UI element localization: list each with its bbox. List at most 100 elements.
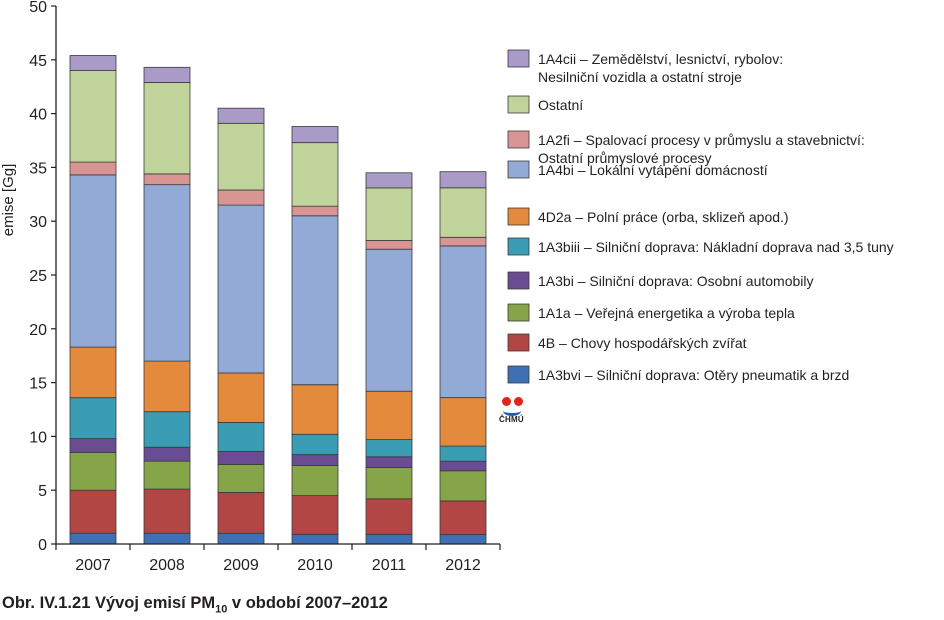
bar-segment-2010-s4 (291, 433, 339, 456)
bar-segment-2011-s7 (365, 240, 413, 250)
bar-segment-2011-s5 (365, 390, 413, 441)
y-tick-label-0: 0 (38, 537, 47, 554)
legend-label-1-0: Ostatní (538, 97, 583, 113)
bar-segment-2009-s4 (217, 421, 265, 452)
plot-area (69, 55, 487, 545)
bar-segment-2011-s1 (365, 498, 413, 535)
bar-segment-2012-s1 (439, 500, 487, 535)
bar-segment-2012-s2 (439, 470, 487, 502)
x-tick-label-2012: 2012 (445, 557, 481, 574)
bar-segment-2010-s7 (291, 205, 339, 217)
logo-dot-right (514, 397, 523, 406)
y-tick-label-15: 15 (29, 376, 47, 393)
bar-segment-2010-s5 (291, 384, 339, 435)
caption-subscript: 10 (215, 603, 228, 616)
bar-segment-2012-s4 (439, 445, 487, 462)
bar-segment-2011-s0 (365, 533, 413, 545)
bar-segment-2012-s7 (439, 236, 487, 247)
bar-segment-2009-s1 (217, 491, 265, 534)
legend-label-2-0: 1A2fi – Spalovací procesy v průmyslu a s… (538, 132, 865, 148)
bar-segment-2012-s8 (439, 187, 487, 238)
bar-segment-2011-s9 (365, 172, 413, 189)
legend-label-0-0: 1A4cii – Zemědělství, lesnictví, rybolov… (538, 51, 783, 67)
legend-label-9-0: 1A3bvi – Silniční doprava: Otěry pneumat… (538, 367, 849, 383)
bar-segment-2007-s4 (69, 397, 117, 440)
y-tick-label-20: 20 (29, 322, 47, 339)
bar-segment-2007-s6 (69, 174, 117, 348)
x-tick-label-2010: 2010 (297, 557, 333, 574)
bar-segment-2007-s8 (69, 70, 117, 163)
bar-segment-2012-s3 (439, 460, 487, 472)
bar-segment-2010-s8 (291, 142, 339, 207)
legend-label-5-0: 1A3biii – Silniční doprava: Nákladní dop… (538, 239, 894, 255)
bar-segment-2007-s7 (69, 161, 117, 176)
bar-segment-2010-s9 (291, 126, 339, 144)
bar-segment-2008-s2 (143, 460, 191, 490)
bar-segment-2012-s9 (439, 171, 487, 189)
legend-label-2-1: Ostatní průmyslové procesy (538, 150, 712, 166)
y-tick-label-35: 35 (29, 160, 47, 177)
bar-segment-2009-s9 (217, 107, 265, 124)
bar-segment-2009-s7 (217, 189, 265, 206)
bar-segment-2007-s3 (69, 438, 117, 454)
legend-label-7-0: 1A1a – Veřejná energetika a výroba tepla (538, 305, 795, 321)
legend-swatch-2 (507, 130, 530, 149)
legend-label-3-0: 1A4bi – Lokální vytápění domácností (538, 162, 768, 178)
legend-label-0-1: Nesilniční vozidla a ostatní stroje (538, 69, 742, 85)
bar-segment-2012-s0 (439, 533, 487, 545)
bar-segment-2007-s9 (69, 55, 117, 72)
bar-segment-2008-s5 (143, 360, 191, 413)
bar-segment-2009-s0 (217, 532, 265, 545)
y-tick-label-5: 5 (38, 483, 47, 500)
caption-prefix: Obr. IV.1.21 Vývoj emisí PM (2, 594, 216, 612)
caption-suffix: v období 2007–2012 (227, 594, 388, 612)
bar-segment-2009-s6 (217, 204, 265, 374)
y-axis-title: emise [Gg] (0, 164, 17, 237)
bar-segment-2008-s7 (143, 173, 191, 186)
legend-swatch-7 (507, 303, 530, 322)
x-tick-label-2008: 2008 (149, 557, 185, 574)
bar-segment-2010-s0 (291, 533, 339, 545)
x-tick-label-2011: 2011 (372, 557, 407, 574)
logo-text: ČHMÚ (499, 415, 524, 424)
bar-segment-2012-s5 (439, 397, 487, 447)
bar-segment-2008-s6 (143, 184, 191, 362)
bar-segment-2008-s1 (143, 488, 191, 534)
y-axis: 0 5 10 15 20 25 30 35 40 45 50 (29, 0, 57, 554)
y-tick-label-25: 25 (29, 268, 47, 285)
x-tick-label-2009: 2009 (223, 557, 259, 574)
bar-segment-2007-s5 (69, 346, 117, 399)
y-tick-label-30: 30 (29, 214, 47, 231)
legend-swatch-3 (507, 160, 530, 179)
y-tick-label-50: 50 (29, 0, 47, 16)
bar-segment-2010-s3 (291, 454, 339, 466)
legend-swatch-1 (507, 95, 530, 114)
x-tick-label-2007: 2007 (75, 557, 111, 574)
y-tick-label-40: 40 (29, 107, 47, 124)
y-tick-label-10: 10 (29, 429, 47, 446)
bar-segment-2011-s3 (365, 456, 413, 468)
bar-segment-2011-s6 (365, 248, 413, 392)
bar-segment-2008-s4 (143, 411, 191, 448)
legend-swatch-6 (507, 271, 530, 290)
bar-segment-2010-s2 (291, 465, 339, 497)
bar-segment-2009-s3 (217, 451, 265, 465)
y-tick-label-45: 45 (29, 53, 47, 70)
x-axis: 2007 2008 2009 2010 2011 2012 (55, 543, 501, 574)
legend-swatch-9 (507, 365, 530, 384)
legend-label-6-0: 1A3bi – Silniční doprava: Osobní automob… (538, 273, 814, 289)
bar-segment-2009-s2 (217, 463, 265, 493)
logo-wave (503, 406, 521, 416)
legend-swatch-5 (507, 237, 530, 256)
bar-segment-2009-s8 (217, 122, 265, 191)
chmu-logo: ČHMÚ (499, 396, 527, 426)
bar-segment-2011-s8 (365, 187, 413, 241)
legend-swatch-0 (507, 49, 530, 68)
figure-caption: Obr. IV.1.21 Vývoj emisí PM10 v období 2… (2, 594, 388, 615)
legend-swatch-8 (507, 333, 530, 352)
bar-segment-2009-s5 (217, 372, 265, 423)
bar-segment-2008-s3 (143, 446, 191, 462)
bar-segment-2008-s8 (143, 82, 191, 175)
bar-segment-2011-s4 (365, 439, 413, 458)
bar-segment-2010-s6 (291, 215, 339, 386)
